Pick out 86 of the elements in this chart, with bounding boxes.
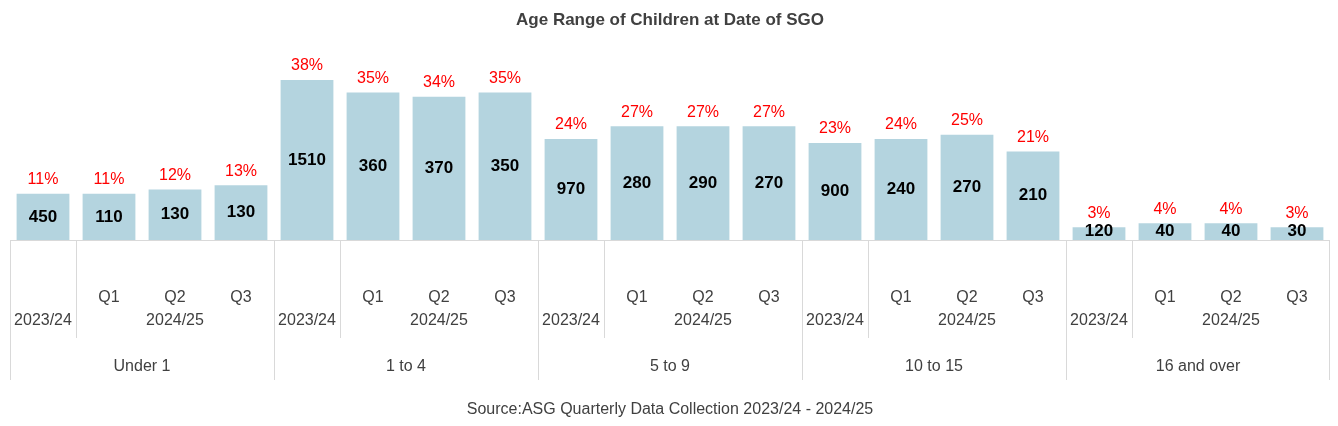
bar [214,185,268,240]
text: 2024/25 [1202,311,1261,329]
data-label: 11% [93,170,125,188]
data-label: 13% [224,161,258,179]
x-tick-label: Q3 [758,288,780,306]
annotation: 970 [556,179,586,199]
data-label: 35% [356,68,390,86]
bar [742,126,796,240]
annotation: 40 [1221,220,1241,240]
bar [610,126,664,240]
data-label: 4% [1219,199,1243,217]
data-label: 35% [488,68,522,86]
source-note: Source:ASG Quarterly Data Collection 2023/24 - 2024/25 [466,400,874,418]
x-tick-label: Q2 [428,288,450,306]
annotation: 270 [754,172,784,192]
annotation: 130 [160,204,190,224]
annotation: 120 [1084,220,1114,240]
x-tick-label: Q2 [692,288,714,306]
data-label: 11% [27,170,59,188]
x-tick-label: Q1 [890,288,912,306]
annotation: 350 [490,155,520,175]
data-label: 27% [620,102,654,120]
bar [940,134,994,240]
text: 2023/24 [278,311,337,329]
text: 2024/25 [146,311,205,329]
x-tick-label: Q1 [1154,288,1176,306]
data-label: 27% [686,102,720,120]
text: 2024/25 [938,311,997,329]
data-label: 23% [818,119,852,137]
bar [478,92,532,240]
annotation: 360 [358,155,388,175]
annotation: 30 [1287,220,1307,240]
annotation: 40 [1155,220,1175,240]
annotation: 270 [952,177,982,197]
bar [874,138,928,240]
text: 2023/24 [806,311,865,329]
text: 2023/24 [1070,311,1129,329]
annotation: 1510 [288,149,326,169]
data-label: 24% [884,115,918,133]
bar [412,96,466,240]
chart-title: Age Range of Children at Date of SGO [516,9,824,29]
data-label: 34% [422,73,456,91]
annotation: 290 [688,172,718,192]
data-label: 12% [158,165,192,183]
annotation: 210 [1018,185,1048,205]
annotation: 280 [622,172,652,192]
data-label: 27% [752,102,786,120]
annotation: 450 [28,206,58,226]
text: Under 1 [113,357,171,375]
x-tick-label: Q3 [1286,288,1308,306]
text: 2024/25 [674,311,733,329]
data-label: 21% [1016,127,1050,145]
x-tick-label: Q2 [1220,288,1242,306]
text: 2023/24 [14,311,73,329]
x-tick-label: Q3 [1022,288,1044,306]
x-tick-label: Q1 [362,288,384,306]
annotation: 110 [95,206,123,226]
bar [544,138,598,240]
text: 2023/24 [542,311,601,329]
text: 2024/25 [410,311,469,329]
data-label: 38% [290,56,324,74]
x-tick-label: Q3 [494,288,516,306]
annotation: 370 [424,158,454,178]
data-label: 24% [554,115,588,133]
bar [346,92,400,240]
x-tick-label: Q2 [956,288,978,306]
bar [676,126,730,240]
data-label: 25% [950,111,984,129]
bar [1006,151,1060,240]
annotation: 240 [886,179,916,199]
bar [280,79,334,240]
x-tick-label: Q1 [98,288,120,306]
text: 10 to 15 [905,357,964,375]
data-label: 3% [1087,203,1111,221]
text: 5 to 9 [649,357,691,375]
annotation: 130 [226,202,256,222]
x-tick-label: Q2 [164,288,186,306]
text: 16 and over [1155,357,1241,375]
bar [148,189,202,240]
text: 1 to 4 [385,357,427,375]
x-tick-label: Q1 [626,288,648,306]
x-tick-label: Q3 [230,288,252,306]
annotation: 900 [820,181,850,201]
data-label: 3% [1285,203,1309,221]
bar [808,143,862,240]
data-label: 4% [1153,199,1177,217]
